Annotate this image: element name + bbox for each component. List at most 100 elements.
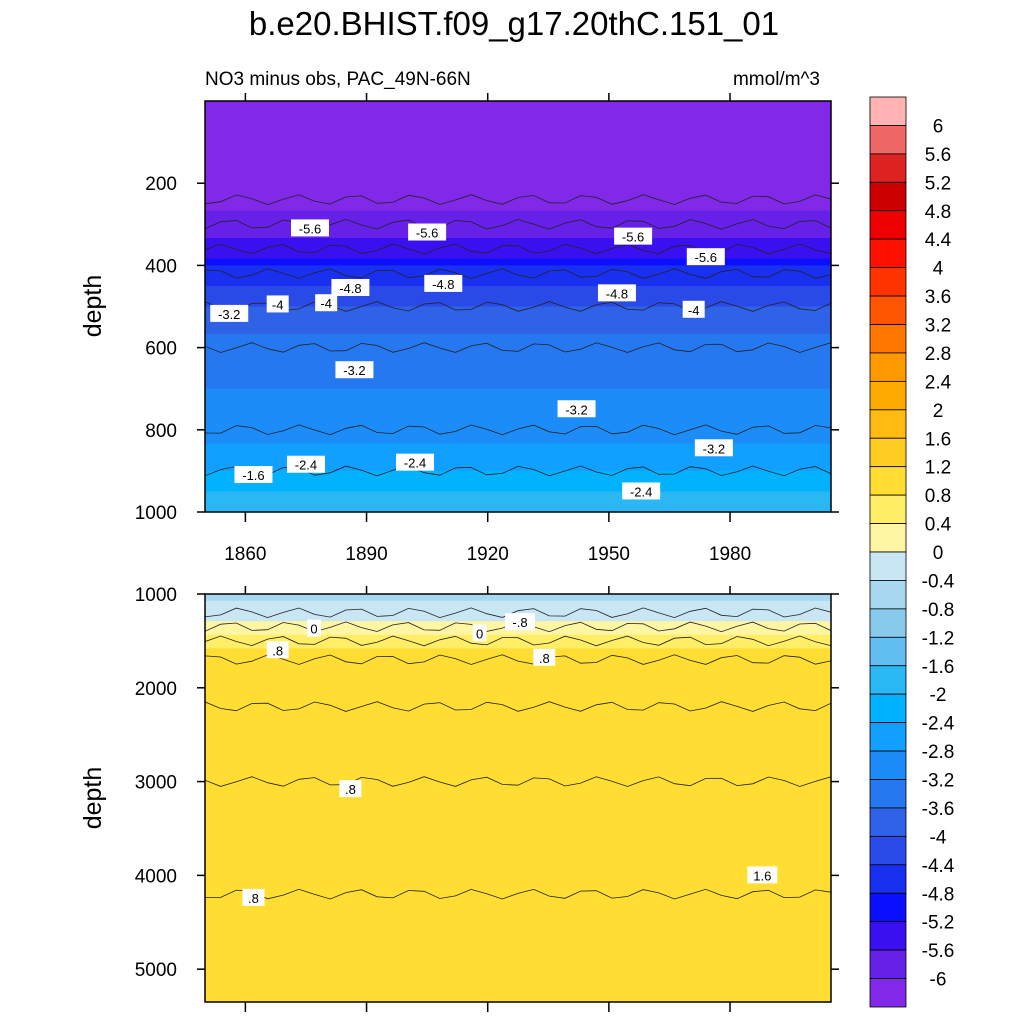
depth-band (205, 791, 831, 799)
depth-band (205, 594, 831, 602)
contour-line (205, 301, 831, 312)
upper-contour-labels: -5.6 -5.6 -5.6 -5.6 -4.8 -4.8 -4.8 -4 -4 -4 -3.2 -3… (210, 219, 733, 500)
colorbar-box (869, 125, 907, 155)
y-tick-label: 600 (145, 339, 177, 360)
colorbar-box (869, 779, 907, 809)
y-tick-label: 2000 (135, 679, 177, 700)
contour-line (205, 268, 831, 279)
contour-line (205, 194, 831, 206)
contour-label-text: -5.6 (416, 226, 438, 241)
colorbar-box (869, 352, 907, 382)
contour-label: -3.2 (335, 361, 374, 379)
contour-line (205, 465, 831, 477)
colorbar-label: 2 (933, 401, 944, 422)
depth-band (205, 409, 831, 417)
y-tick-label: 800 (145, 421, 177, 442)
contour-label-text: -3.2 (343, 363, 365, 378)
depth-band (205, 811, 831, 819)
colorbar-box (869, 380, 907, 411)
depth-band (205, 340, 831, 349)
contour-line (205, 701, 831, 712)
contour-line (205, 888, 831, 900)
contour-label: -5.6 (408, 223, 447, 241)
depth-band (205, 954, 831, 962)
depth-band (205, 484, 831, 493)
contour-label: -4 (315, 294, 338, 312)
depth-band (205, 231, 831, 239)
x-tick-label: 1980 (709, 544, 751, 565)
colorbar-box (869, 892, 907, 923)
depth-band (205, 906, 831, 915)
colorbar-box (869, 409, 907, 439)
contour-label-text: .8 (248, 891, 259, 906)
colorbar-label: -6 (930, 970, 947, 991)
contour-label-text: .8 (272, 643, 283, 658)
contour-label: .8 (339, 780, 362, 798)
colorbar-label: -2.4 (922, 714, 955, 735)
depth-band (205, 285, 831, 294)
colorbar-box (869, 750, 907, 780)
contour-line (205, 607, 831, 619)
contour-line (205, 654, 831, 665)
depth-band (205, 491, 831, 499)
depth-band (205, 859, 831, 867)
contour-label: 1.6 (747, 866, 778, 884)
contour-label-text: -2.4 (295, 458, 317, 473)
depth-band (205, 988, 831, 996)
colorbar-label: 2.8 (925, 344, 951, 365)
depth-band (205, 210, 831, 219)
depth-band (205, 162, 831, 171)
colorbar-box (869, 978, 907, 1008)
depth-band (205, 368, 831, 376)
depth-band (205, 361, 831, 369)
contour-label-text: -3.2 (218, 307, 240, 322)
colorbar-label: 4.8 (925, 202, 951, 223)
depth-band (205, 893, 831, 901)
depth-band (205, 416, 831, 424)
colorbar-box (869, 324, 907, 354)
colorbar-box (869, 523, 907, 553)
colorbar-box (869, 238, 907, 269)
colorbar-label: 4 (933, 259, 944, 280)
colorbar-label: -1.6 (922, 657, 955, 678)
colorbar-label: -3.6 (922, 799, 955, 820)
depth-band (205, 866, 831, 874)
contour-label-text: -5.6 (299, 221, 321, 236)
contour-label: -4.8 (597, 284, 636, 302)
colorbar-box (869, 494, 907, 524)
depth-band (205, 238, 831, 246)
depth-band (205, 107, 831, 116)
colorbar-label: 0.4 (925, 515, 952, 536)
contour-label: -2.4 (286, 455, 325, 473)
depth-band (205, 777, 831, 785)
depth-band (205, 968, 831, 976)
colorbar-label: -3.2 (922, 771, 955, 792)
contour-label: -5.6 (291, 219, 330, 237)
contour-line (205, 342, 831, 353)
contour-label: -3.2 (694, 439, 733, 457)
contour-label-text: -4.8 (606, 286, 628, 301)
depth-band (205, 429, 831, 438)
depth-band (205, 313, 831, 321)
colorbar-label: -4 (930, 827, 947, 848)
depth-band (205, 128, 831, 136)
contour-label-text: -3.2 (565, 402, 587, 417)
depth-band (205, 668, 831, 677)
upper-bands (205, 101, 831, 512)
depth-band (205, 183, 831, 191)
x-tick-label: 1950 (588, 544, 630, 565)
colorbar-box (869, 96, 907, 126)
colorbar-label: 3.2 (925, 316, 951, 337)
depth-band (205, 838, 831, 847)
depth-band (205, 757, 831, 765)
depth-band (205, 798, 831, 806)
x-tick-label: 1920 (467, 544, 509, 565)
contour-label-text: -5.6 (622, 230, 644, 245)
depth-band (205, 292, 831, 301)
depth-band (205, 450, 831, 458)
depth-band (205, 395, 831, 403)
contour-line (205, 776, 831, 787)
depth-band (205, 879, 831, 887)
contour-label-text: -4.8 (432, 277, 454, 292)
